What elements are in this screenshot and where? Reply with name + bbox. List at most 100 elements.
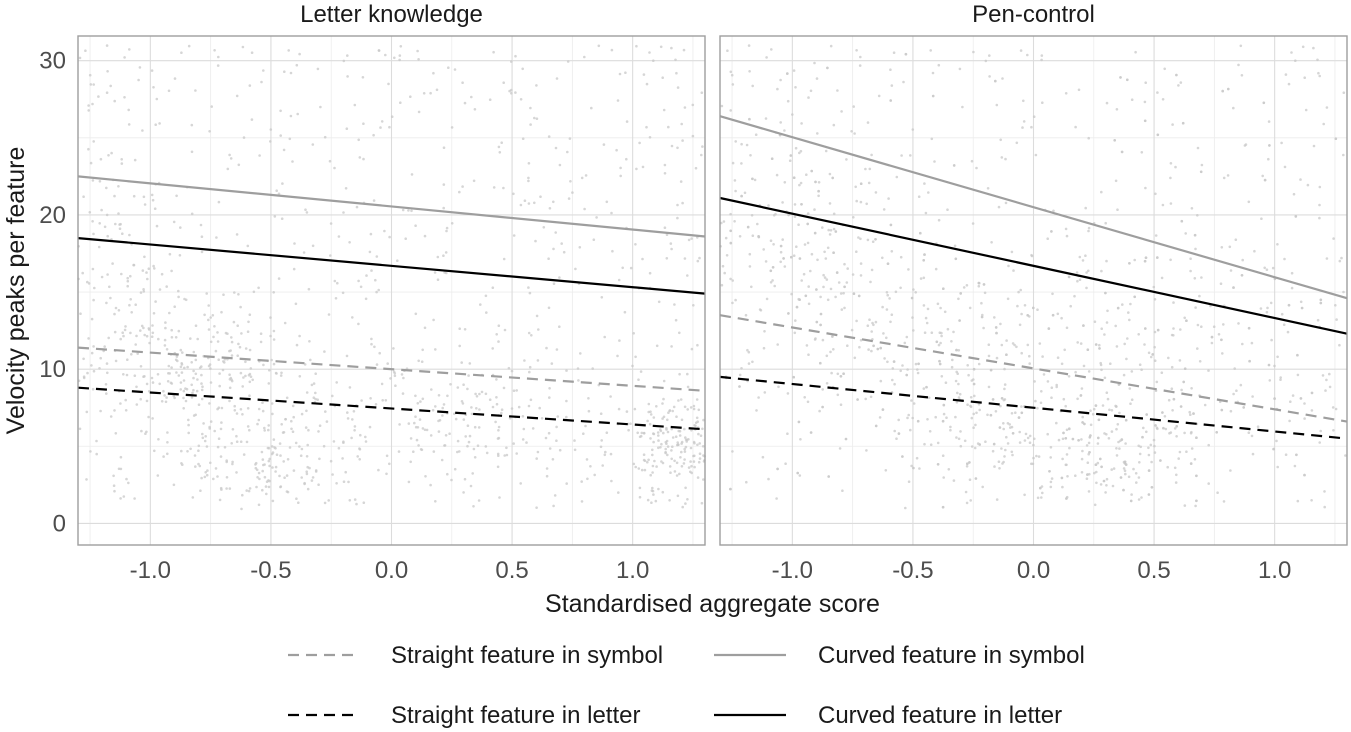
data-point <box>261 401 264 405</box>
data-point <box>619 174 622 178</box>
data-point <box>190 150 194 154</box>
data-point <box>1049 446 1053 449</box>
data-point <box>204 435 207 438</box>
data-point <box>1185 319 1188 323</box>
y-axis-title: Velocity peaks per feature <box>2 147 30 435</box>
data-point <box>421 397 425 401</box>
data-point <box>431 408 435 412</box>
data-point <box>178 254 182 257</box>
data-point <box>497 425 501 429</box>
data-point <box>91 102 94 106</box>
data-point <box>1101 404 1105 407</box>
data-point <box>763 391 767 394</box>
data-point <box>666 418 669 422</box>
data-point <box>859 237 862 241</box>
data-point <box>311 476 315 479</box>
data-point <box>1250 341 1254 345</box>
data-point <box>1116 423 1120 426</box>
data-point <box>437 430 441 433</box>
data-point <box>104 383 108 386</box>
data-point <box>889 99 892 102</box>
data-point <box>145 334 149 338</box>
data-point <box>1026 314 1029 317</box>
data-point <box>895 437 898 441</box>
data-point <box>353 429 356 432</box>
data-point <box>99 409 102 413</box>
data-point <box>1115 454 1119 457</box>
data-point <box>525 441 528 444</box>
data-point <box>1008 423 1011 426</box>
data-point <box>317 430 320 433</box>
data-point <box>498 496 501 499</box>
data-point <box>893 429 896 433</box>
data-point <box>527 176 530 180</box>
data-point <box>983 291 987 295</box>
data-point <box>1220 246 1224 249</box>
data-point <box>640 468 644 472</box>
data-point <box>119 337 122 341</box>
data-point <box>205 473 209 477</box>
data-point <box>834 230 838 233</box>
data-point <box>984 59 988 63</box>
data-point <box>1086 473 1089 476</box>
data-point <box>194 465 197 468</box>
data-point <box>683 450 687 453</box>
data-point <box>555 348 559 351</box>
data-point <box>211 314 215 317</box>
data-point <box>676 441 679 444</box>
data-point <box>930 331 934 335</box>
data-point <box>1124 472 1127 476</box>
data-point <box>968 306 972 310</box>
data-point <box>1221 352 1224 355</box>
data-point <box>1067 375 1071 378</box>
data-point <box>292 267 296 271</box>
data-point <box>690 471 693 475</box>
data-point <box>641 257 644 261</box>
data-point <box>1340 256 1343 260</box>
data-point <box>721 264 725 268</box>
data-point <box>417 58 420 61</box>
data-point <box>1098 347 1101 350</box>
data-point <box>346 411 349 414</box>
data-point <box>767 477 770 481</box>
data-point <box>538 406 541 410</box>
data-point <box>798 474 802 477</box>
data-point <box>891 378 894 382</box>
data-point <box>145 399 149 403</box>
data-point <box>1086 348 1090 352</box>
data-point <box>683 257 687 260</box>
data-point <box>247 489 251 493</box>
data-point <box>473 456 477 459</box>
data-point <box>1266 306 1269 310</box>
data-point <box>399 101 402 104</box>
data-point <box>1088 436 1092 439</box>
data-point <box>868 318 871 322</box>
data-point <box>100 208 103 212</box>
data-point <box>133 158 137 162</box>
data-point <box>202 422 205 425</box>
data-point <box>262 363 265 367</box>
data-point <box>846 344 849 348</box>
data-point <box>874 238 877 241</box>
data-point <box>1296 373 1300 377</box>
data-point <box>972 412 975 416</box>
data-point <box>729 241 733 245</box>
data-point <box>1046 380 1050 383</box>
data-point <box>512 234 516 237</box>
data-point <box>168 311 171 315</box>
data-point <box>237 342 240 346</box>
data-point <box>527 179 530 183</box>
data-point <box>1081 421 1084 424</box>
data-point <box>589 465 592 468</box>
data-point <box>916 368 919 371</box>
data-point <box>548 396 551 399</box>
data-point <box>1217 333 1221 336</box>
data-point <box>182 407 185 410</box>
data-point <box>972 367 976 371</box>
data-point <box>828 233 832 236</box>
data-point <box>1096 442 1100 445</box>
data-point <box>206 469 209 472</box>
data-point <box>413 421 416 425</box>
data-point <box>647 458 650 462</box>
data-point <box>289 114 293 118</box>
